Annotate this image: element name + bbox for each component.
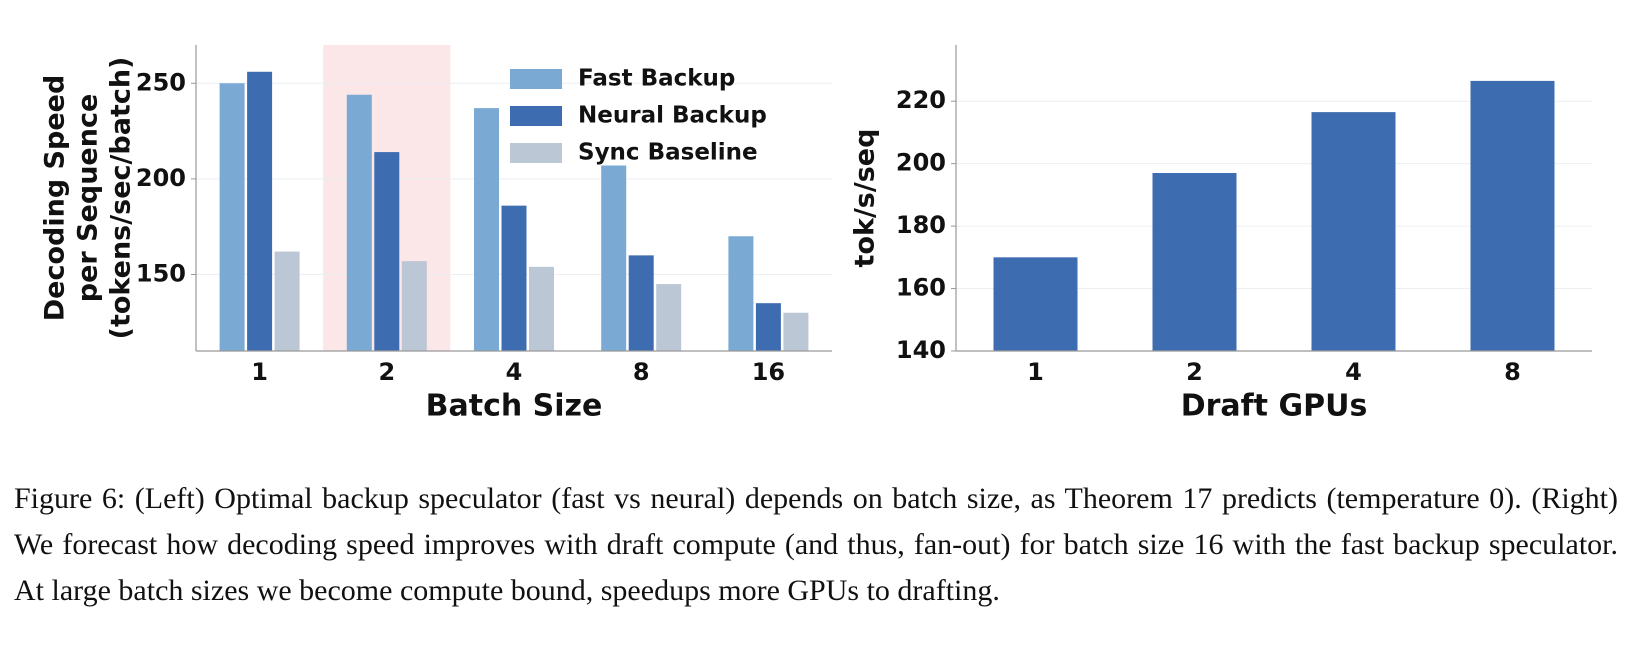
- bar: [1311, 112, 1396, 351]
- y-tick-label: 220: [896, 86, 946, 114]
- bar: [529, 266, 554, 351]
- legend-label: Sync Baseline: [578, 140, 758, 166]
- legend-label: Neural Backup: [578, 103, 767, 129]
- legend-swatch: [510, 143, 562, 163]
- y-tick-label: 200: [896, 149, 946, 177]
- y-tick-label: 140: [896, 336, 946, 364]
- bar: [1152, 173, 1237, 351]
- bar: [247, 71, 273, 352]
- y-axis-label: Decoding Speed: [40, 75, 71, 322]
- x-tick-label: 2: [378, 358, 395, 386]
- x-axis-label: Draft GPUs: [1181, 389, 1368, 424]
- x-tick-label: 2: [1186, 358, 1203, 386]
- x-tick-label: 1: [251, 358, 268, 386]
- bar: [728, 236, 754, 351]
- legend-swatch: [510, 106, 562, 126]
- bar: [628, 255, 654, 351]
- figure: 150 200 250 1 2 4 8 16 Batch Size Decoding Speed p…: [40, 45, 1592, 424]
- bar: [1470, 80, 1555, 351]
- y-tick-label: 150: [136, 260, 186, 288]
- bar: [346, 94, 372, 351]
- bar: [219, 83, 245, 351]
- bar: [755, 303, 781, 351]
- y-tick-label: 180: [896, 211, 946, 239]
- y-axis-label: (tokens/sec/batch): [106, 57, 137, 340]
- y-tick-label: 200: [136, 164, 186, 192]
- bar: [401, 261, 427, 351]
- bar: [474, 108, 499, 351]
- y-axis-label: tok/s/seq: [850, 129, 881, 268]
- x-tick-label: 8: [633, 358, 650, 386]
- x-tick-label: 16: [752, 358, 785, 386]
- y-tick-label: 160: [896, 274, 946, 302]
- y-tick-label: 250: [136, 68, 186, 96]
- legend-label: Fast Backup: [578, 66, 735, 92]
- bar: [993, 257, 1078, 351]
- y-axis-label: per Sequence: [73, 94, 104, 303]
- legend-swatch: [510, 69, 562, 89]
- bar: [656, 284, 682, 351]
- x-tick-label: 4: [506, 358, 523, 386]
- bar: [601, 165, 627, 351]
- x-tick-label: 1: [1027, 358, 1044, 386]
- x-tick-label: 4: [1345, 358, 1362, 386]
- bar: [783, 312, 809, 351]
- bar: [501, 205, 527, 351]
- bar: [374, 152, 400, 351]
- caption: Figure 6: (Left) Optimal backup speculat…: [14, 482, 1618, 607]
- bar: [274, 251, 300, 351]
- x-tick-label: 8: [1504, 358, 1521, 386]
- x-axis-label: Batch Size: [426, 389, 603, 424]
